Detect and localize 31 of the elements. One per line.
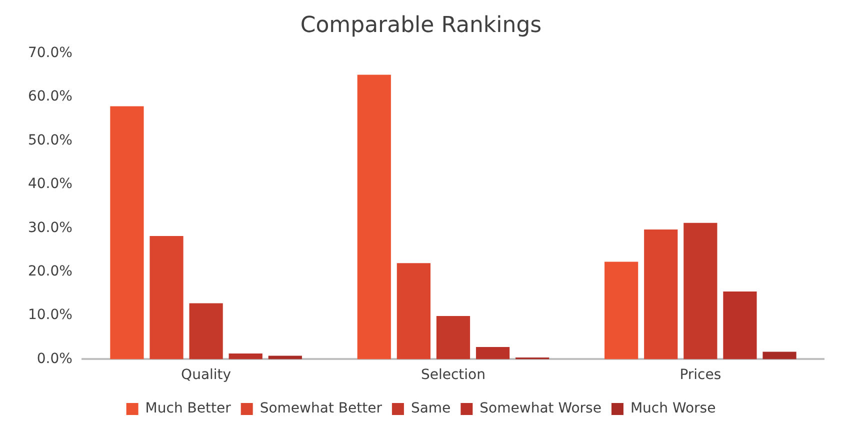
x-tick-label: Selection — [420, 367, 486, 384]
y-tick-label: 0.0% — [36, 350, 72, 367]
y-tick-label: 50.0% — [28, 132, 72, 148]
legend-label: Somewhat Better — [260, 400, 382, 417]
bar — [110, 106, 144, 360]
legend-label: Much Worse — [630, 400, 716, 417]
legend-label: Much Better — [145, 400, 232, 417]
x-tick-label: Prices — [680, 367, 722, 384]
bar — [150, 236, 184, 360]
bar — [684, 222, 718, 360]
bar — [644, 229, 678, 360]
bar — [396, 263, 430, 360]
y-tick-label: 20.0% — [28, 263, 72, 280]
x-tick-label: Quality — [181, 367, 232, 384]
legend-label: Same — [410, 400, 451, 417]
bar — [436, 316, 470, 360]
y-tick-label: 60.0% — [28, 88, 72, 105]
bar — [762, 352, 796, 360]
y-tick-label: 40.0% — [28, 176, 72, 192]
y-tick-label: 70.0% — [28, 45, 72, 62]
bar — [604, 262, 638, 360]
bar — [723, 291, 757, 360]
y-tick-label: 30.0% — [28, 220, 72, 236]
bar — [357, 74, 391, 360]
legend-label: Somewhat Worse — [480, 400, 602, 417]
y-tick-label: 10.0% — [28, 307, 72, 324]
bar — [189, 303, 223, 360]
bar — [228, 354, 262, 360]
chart-title: Comparable Rankings — [300, 12, 542, 38]
bar — [268, 356, 302, 360]
bar — [476, 346, 510, 360]
